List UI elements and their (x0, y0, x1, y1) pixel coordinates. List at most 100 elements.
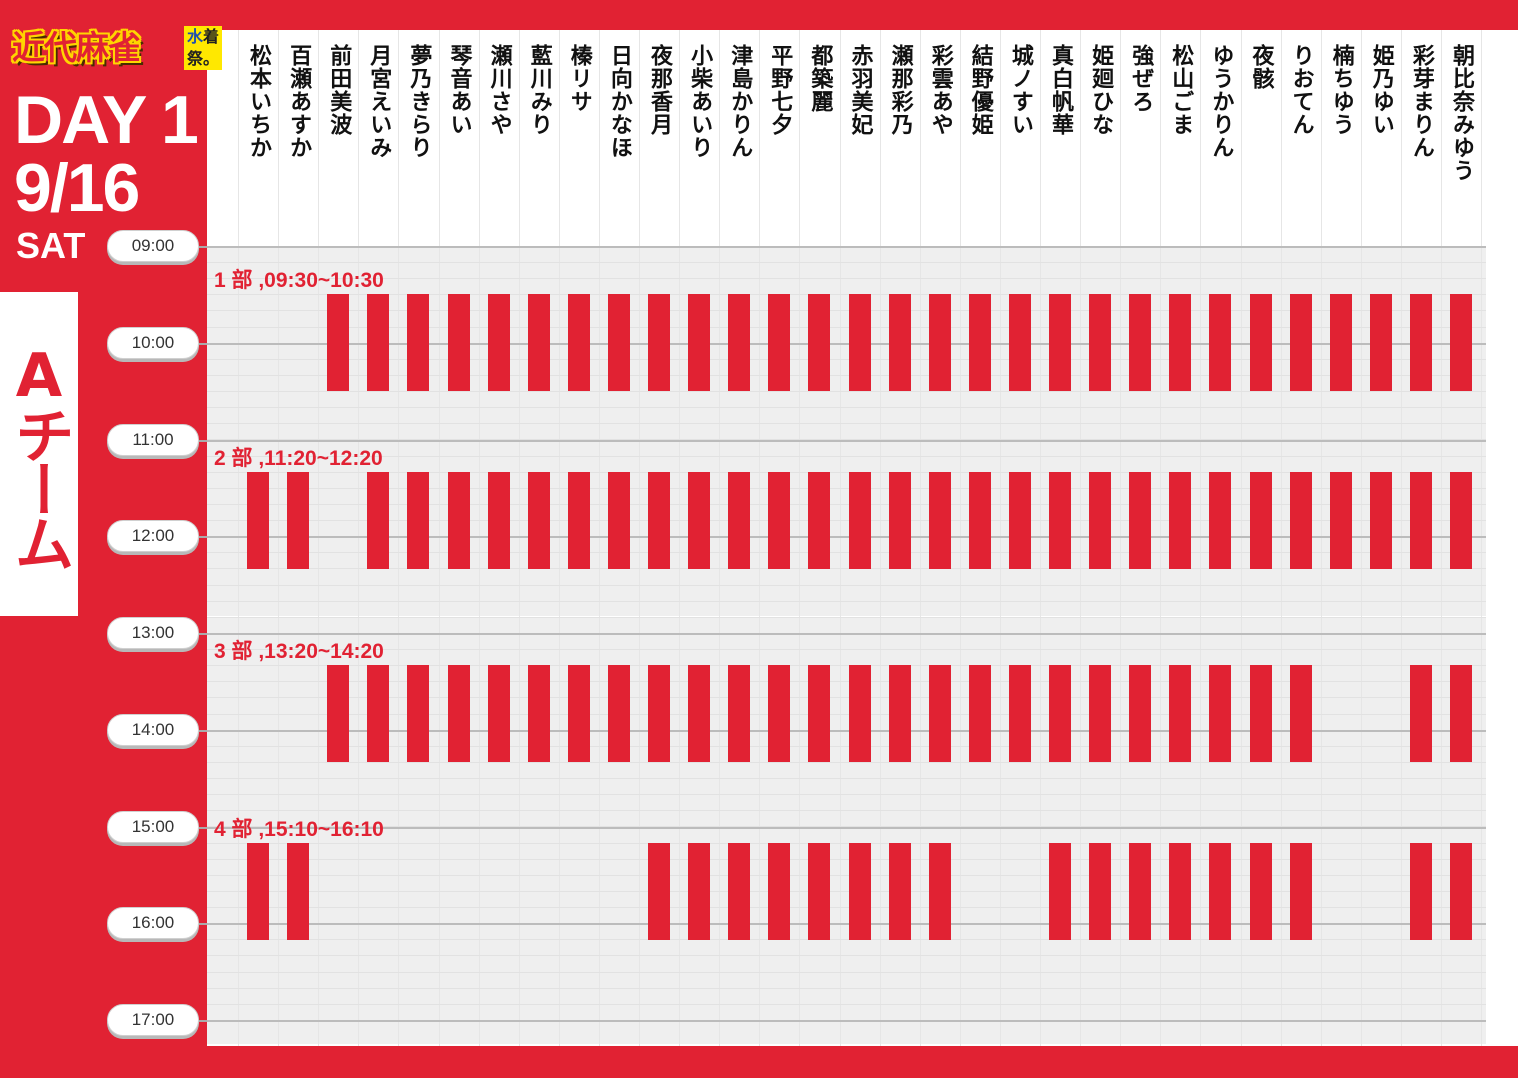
minor-gridline (207, 794, 1486, 795)
performer-name: 前田美波 (326, 44, 352, 136)
minor-gridline (207, 907, 1486, 908)
schedule-bar (648, 294, 670, 391)
schedule-bar (1289, 665, 1312, 762)
performer-name: 真白帆華 (1048, 44, 1073, 136)
performer-name: 姫乃ゆい (1368, 44, 1394, 136)
schedule-bar (287, 472, 310, 569)
schedule-bar (1008, 665, 1031, 762)
performer-name: 藍川みり (526, 44, 552, 136)
schedule-bar (567, 294, 590, 391)
column-line (278, 30, 280, 1046)
schedule-bar (768, 665, 791, 762)
schedule-bar (1249, 843, 1272, 940)
minor-gridline (207, 472, 1486, 473)
minor-gridline (207, 875, 1486, 876)
team-label: Aチーム (4, 341, 74, 567)
minor-gridline (207, 423, 1486, 424)
schedule-bar (1129, 472, 1152, 569)
schedule-bar (1369, 472, 1392, 569)
schedule-bar (1169, 665, 1192, 762)
time-label: 16:00 (107, 907, 199, 939)
time-label: 09:00 (107, 230, 199, 262)
performer-name: 小柴あいり (687, 44, 713, 159)
minor-gridline (207, 585, 1486, 586)
schedule-bar (447, 665, 470, 762)
performer-name: 朝比奈みゆう (1449, 44, 1474, 182)
schedule-bar (1049, 665, 1071, 762)
hour-gridline (207, 246, 1486, 248)
hour-gridline (207, 730, 1486, 732)
minor-gridline (207, 697, 1486, 698)
minor-gridline (207, 810, 1486, 811)
schedule-bar (367, 472, 390, 569)
schedule-bar (928, 843, 951, 940)
time-label: 17:00 (107, 1004, 199, 1036)
schedule-bar (848, 294, 871, 391)
performer-name: 瀬川さや (486, 44, 512, 136)
schedule-bar (888, 843, 911, 940)
minor-gridline (207, 568, 1486, 569)
schedule-bar (848, 665, 871, 762)
hour-gridline (207, 633, 1486, 635)
schedule-bar (1249, 294, 1272, 391)
schedule-bar (1049, 294, 1071, 391)
hour-gridline (207, 1020, 1486, 1022)
minor-gridline (207, 504, 1486, 505)
minor-gridline (207, 955, 1486, 956)
hour-tick (199, 633, 207, 635)
column-line (1481, 30, 1483, 1046)
minor-gridline (207, 778, 1486, 779)
schedule-bar (1249, 472, 1272, 569)
schedule-bar (1169, 472, 1192, 569)
schedule-bar (848, 843, 871, 940)
time-label: 12:00 (107, 520, 199, 552)
schedule-bar (1409, 294, 1432, 391)
logo-sub-wear: 着 (203, 27, 220, 46)
event-logo: 近代麻雀 水着 祭。 (12, 24, 222, 76)
schedule-bar (1169, 843, 1192, 940)
column-line (1441, 30, 1442, 1046)
schedule-bar (607, 294, 630, 391)
column-line (238, 30, 239, 1046)
column-line (318, 30, 320, 1046)
column-line (759, 30, 761, 1046)
hour-tick (199, 246, 207, 248)
minor-gridline (207, 552, 1486, 553)
hour-tick (199, 343, 207, 345)
column-line (1320, 30, 1322, 1046)
team-box: Aチーム (0, 292, 78, 616)
session-label: 4 部 ,15:10~16:10 (214, 818, 384, 841)
session-label: 1 部 ,09:30~10:30 (214, 269, 384, 292)
schedule-bar (768, 843, 791, 940)
schedule-bar (888, 665, 911, 762)
logo-sub-block: 水着 祭。 (184, 26, 222, 70)
column-line (398, 30, 400, 1046)
minor-gridline (207, 262, 1486, 263)
schedule-bar (607, 665, 630, 762)
schedule-bar (1329, 472, 1352, 569)
schedule-bar (1409, 843, 1432, 940)
hour-tick (199, 536, 207, 538)
column-line (478, 30, 480, 1046)
schedule-bar (1450, 294, 1472, 391)
minor-gridline (207, 327, 1486, 328)
hour-gridline (207, 343, 1486, 345)
day-number: DAY 1 (14, 82, 199, 158)
schedule-bar (247, 472, 269, 569)
column-line (799, 30, 801, 1046)
schedule-bar (1129, 294, 1152, 391)
hour-gridline (207, 827, 1486, 829)
performer-name: 津島かりん (727, 44, 753, 159)
hour-tick (199, 923, 207, 925)
session-band (207, 971, 1486, 1044)
schedule-bar (1169, 294, 1192, 391)
minor-gridline (207, 407, 1486, 408)
schedule-bar (728, 294, 751, 391)
column-line (518, 30, 520, 1046)
schedule-bar (1129, 665, 1152, 762)
schedule-bar (567, 472, 590, 569)
performer-name: 松本いちか (246, 44, 271, 159)
schedule-bar (1289, 843, 1312, 940)
schedule-bar (688, 843, 711, 940)
performer-name: 瀬那彩乃 (887, 44, 913, 136)
